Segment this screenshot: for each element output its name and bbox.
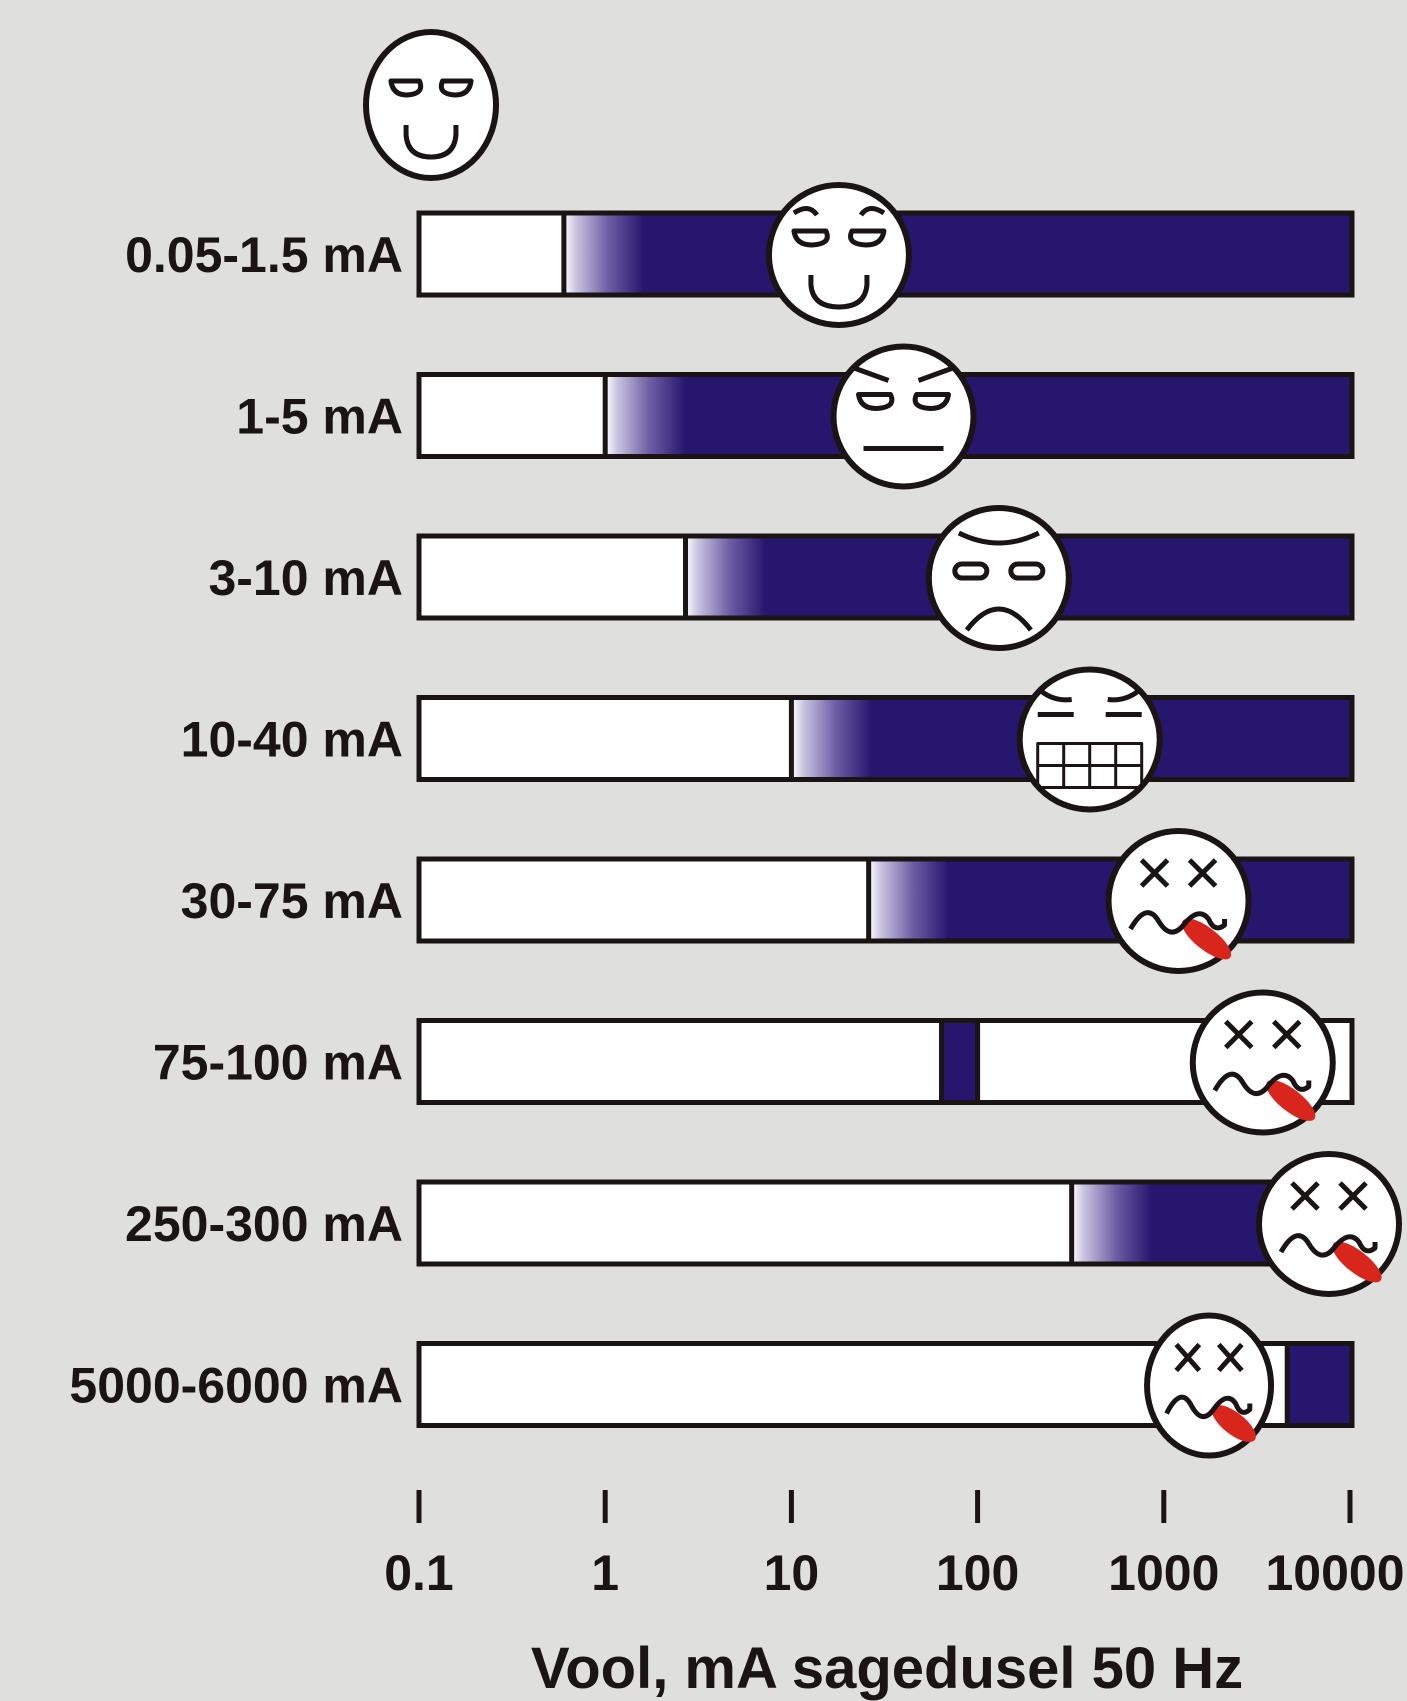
row-label: 10-40 mA — [181, 712, 403, 768]
bar-row: 5000-6000 mA — [69, 1312, 1355, 1459]
row-label: 1-5 mA — [236, 389, 403, 445]
x-tick-label: 100 — [936, 1545, 1019, 1601]
band-gradient — [563, 213, 644, 295]
danger-band — [941, 1020, 978, 1103]
row-label: 250-300 mA — [125, 1196, 403, 1252]
bar-outline — [416, 533, 1355, 621]
bar-rows: 0.05-1.5 mA 1-5 mA 3-10 mA 10-40 mA 30-75 mA… — [69, 182, 1402, 1459]
bar-row: 10-40 mA — [181, 666, 1355, 813]
x-tick-label: 10 — [764, 1545, 820, 1601]
bar-outline — [416, 856, 1355, 944]
band-gradient — [1071, 1182, 1152, 1264]
bar-outline — [416, 695, 1355, 782]
x-tick-label: 1000 — [1108, 1545, 1219, 1601]
dead-face-icon — [1105, 828, 1252, 974]
top-icon — [363, 29, 499, 181]
x-axis: 0.1 1 10 100 1000 10000 — [384, 1490, 1405, 1601]
smile-face-icon — [765, 182, 912, 328]
row-label: 3-10 mA — [208, 550, 403, 606]
row-label: 75-100 mA — [153, 1035, 403, 1091]
band-gradient — [605, 374, 686, 457]
bar-outline — [416, 1018, 1355, 1105]
row-label: 0.05-1.5 mA — [125, 227, 403, 283]
dead-face-icon — [1256, 1151, 1402, 1297]
band-gradient — [685, 536, 766, 618]
bar-row: 3-10 mA — [208, 505, 1355, 651]
band-gradient — [791, 697, 872, 780]
bar-row: 0.05-1.5 mA — [125, 182, 1355, 328]
band-gradient — [868, 859, 949, 941]
danger-band — [684, 374, 1352, 457]
content-face-icon — [363, 29, 499, 181]
stern-face-icon — [830, 343, 977, 490]
danger-band — [642, 213, 1352, 295]
row-label: 30-75 mA — [181, 873, 403, 929]
dead-face-icon — [1189, 989, 1336, 1136]
danger-band — [1287, 1343, 1352, 1426]
bar-outline — [416, 1341, 1355, 1428]
row-label: 5000-6000 mA — [69, 1358, 403, 1414]
grimace-face-icon — [1016, 666, 1163, 813]
bar-row: 30-75 mA — [181, 828, 1355, 974]
dead-face-icon — [1144, 1312, 1275, 1459]
bar-row: 1-5 mA — [236, 343, 1355, 490]
bar-row: 250-300 mA — [125, 1151, 1402, 1297]
frown-face-icon — [925, 505, 1072, 651]
bar-row: 75-100 mA — [153, 989, 1355, 1136]
x-tick-label: 10000 — [1265, 1545, 1404, 1601]
x-tick-label: 1 — [591, 1545, 619, 1601]
x-axis-label: Vool, mA sagedusel 50 Hz — [531, 1636, 1243, 1701]
x-tick-label: 0.1 — [384, 1545, 454, 1601]
